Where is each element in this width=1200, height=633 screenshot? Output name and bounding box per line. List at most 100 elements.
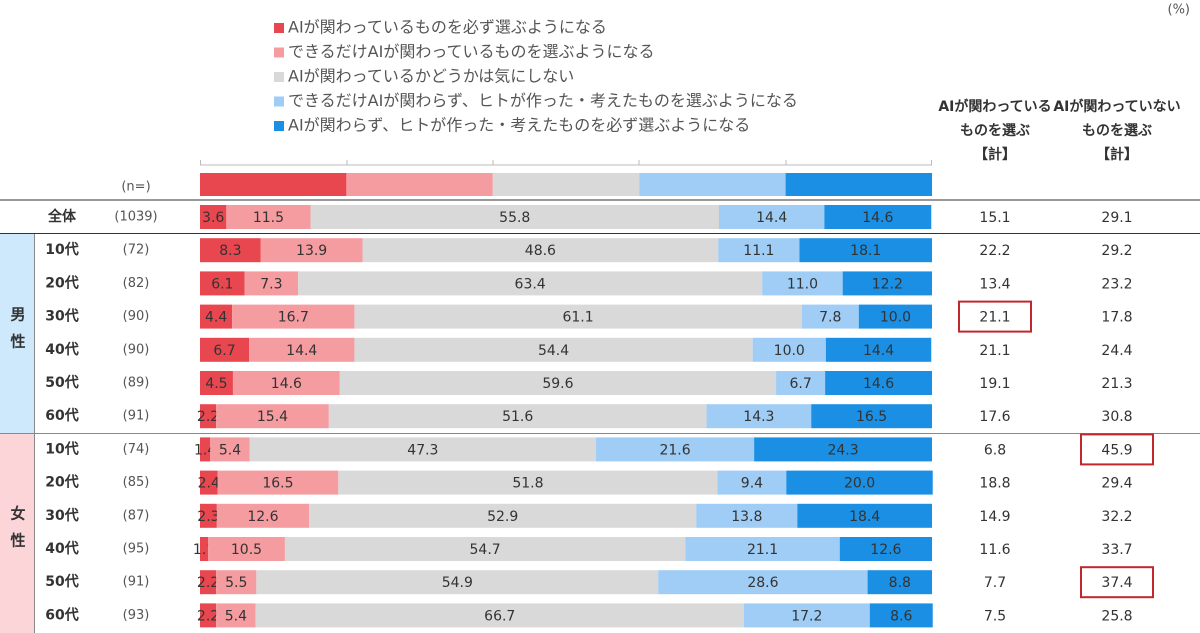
total-value: 33.7 <box>1101 542 1132 558</box>
bar-segment <box>200 603 217 628</box>
data-label: 14.4 <box>286 343 317 359</box>
total-value: 21.3 <box>1101 376 1132 392</box>
legend-label: できるだけAIが関わっているものを選ぶようになる <box>288 42 655 61</box>
bar-segment <box>208 537 285 561</box>
n-label: (93) <box>123 608 150 623</box>
row-label: 40代 <box>45 540 78 557</box>
bar-segment <box>249 437 597 462</box>
row-label: 50代 <box>45 573 78 590</box>
row-label: 10代 <box>45 440 78 457</box>
data-label: 24.3 <box>827 442 858 458</box>
bar-segment <box>249 337 355 362</box>
row-label: 30代 <box>45 507 78 524</box>
data-label: 14.4 <box>863 343 894 359</box>
total-value: 14.9 <box>979 509 1010 525</box>
data-label: 2.3 <box>197 509 219 525</box>
bar-segment <box>310 205 719 229</box>
column-header: ものを選ぶ <box>1082 123 1152 139</box>
highlight-box <box>1080 433 1154 466</box>
bar-segment <box>309 503 697 528</box>
data-label: 5.5 <box>225 575 247 591</box>
bar-segment <box>354 337 753 362</box>
bar-segment <box>338 470 718 495</box>
data-label: 16.5 <box>262 476 293 492</box>
legend-label: AIが関わっているかどうかは気にしない <box>288 67 574 86</box>
total-value: 23.2 <box>1101 276 1132 292</box>
legend-bar <box>639 173 786 196</box>
bar-segment <box>232 304 355 329</box>
total-value: 21.1 <box>979 310 1010 326</box>
data-label: 10.0 <box>774 343 805 359</box>
bar-segment <box>216 603 256 628</box>
row-label: 60代 <box>45 606 78 623</box>
data-label: 21.6 <box>659 442 690 458</box>
n-label: (90) <box>123 342 150 357</box>
data-label: 17.2 <box>791 608 822 624</box>
n-label: (90) <box>123 309 150 324</box>
data-label: 51.8 <box>512 476 543 492</box>
total-value: 13.4 <box>979 276 1010 292</box>
total-value: 24.4 <box>1101 343 1132 359</box>
bar-segment <box>596 437 755 462</box>
data-label: 54.7 <box>470 542 501 558</box>
total-value: 29.4 <box>1101 476 1132 492</box>
n-label: (95) <box>123 542 150 557</box>
total-value: 29.2 <box>1101 243 1132 259</box>
data-label: 8.8 <box>889 575 911 591</box>
bar-segment <box>244 271 299 296</box>
total-value: 22.2 <box>979 243 1010 259</box>
bar-segment <box>706 404 812 429</box>
n-label: (91) <box>123 409 150 424</box>
data-label: 12.6 <box>870 542 901 558</box>
bar-segment <box>217 470 339 495</box>
bar-segment <box>696 503 798 528</box>
data-label: 4.5 <box>205 376 227 392</box>
bar-segment <box>200 570 217 595</box>
data-label: 63.4 <box>515 276 546 292</box>
data-label: 11.0 <box>787 276 818 292</box>
data-label: 2.2 <box>197 409 219 425</box>
legend-bar <box>346 173 493 196</box>
legend-bar <box>785 173 932 196</box>
bar-segment <box>255 603 744 628</box>
legend-bar <box>200 173 347 196</box>
bar-segment <box>210 437 250 462</box>
legend-swatch <box>274 96 284 107</box>
bar-segment <box>216 404 329 429</box>
data-label: 59.6 <box>542 376 573 392</box>
legend-label: AIが関わっているものを必ず選ぶようになる <box>288 18 607 37</box>
bar-segment <box>752 337 826 362</box>
total-value: 17.6 <box>979 409 1010 425</box>
total-value: 45.9 <box>1101 442 1132 458</box>
bar-segment <box>718 238 800 263</box>
data-label: 14.3 <box>743 409 774 425</box>
n-label: (87) <box>123 508 150 523</box>
group-cell <box>0 434 34 633</box>
data-label: 7.3 <box>260 276 282 292</box>
bar-segment <box>811 404 932 429</box>
data-label: 6.1 <box>211 276 233 292</box>
data-label: 18.4 <box>849 509 880 525</box>
data-label: 13.8 <box>731 509 762 525</box>
data-label: 14.6 <box>863 376 894 392</box>
data-label: 48.6 <box>525 243 556 259</box>
bar-segment <box>825 337 932 362</box>
top-axis <box>200 160 932 166</box>
column-header: AIが関わっている <box>938 98 1051 115</box>
bar-segment <box>839 537 932 561</box>
bar-segment <box>298 271 763 296</box>
bar-segment <box>200 337 250 362</box>
legend-swatch <box>274 23 284 33</box>
data-label: 18.1 <box>850 243 881 259</box>
bar-segment <box>260 238 363 263</box>
data-label: 66.7 <box>484 608 515 624</box>
bar-segment <box>232 371 340 395</box>
n-label: (1039) <box>114 210 157 225</box>
bar-segment <box>328 404 707 429</box>
data-label: 7.8 <box>819 310 841 326</box>
bar-segment <box>867 570 932 595</box>
data-label: 5.4 <box>219 442 241 458</box>
data-label: 8.6 <box>890 608 912 624</box>
data-label: 61.1 <box>562 310 593 326</box>
data-label: 12.6 <box>247 509 278 525</box>
